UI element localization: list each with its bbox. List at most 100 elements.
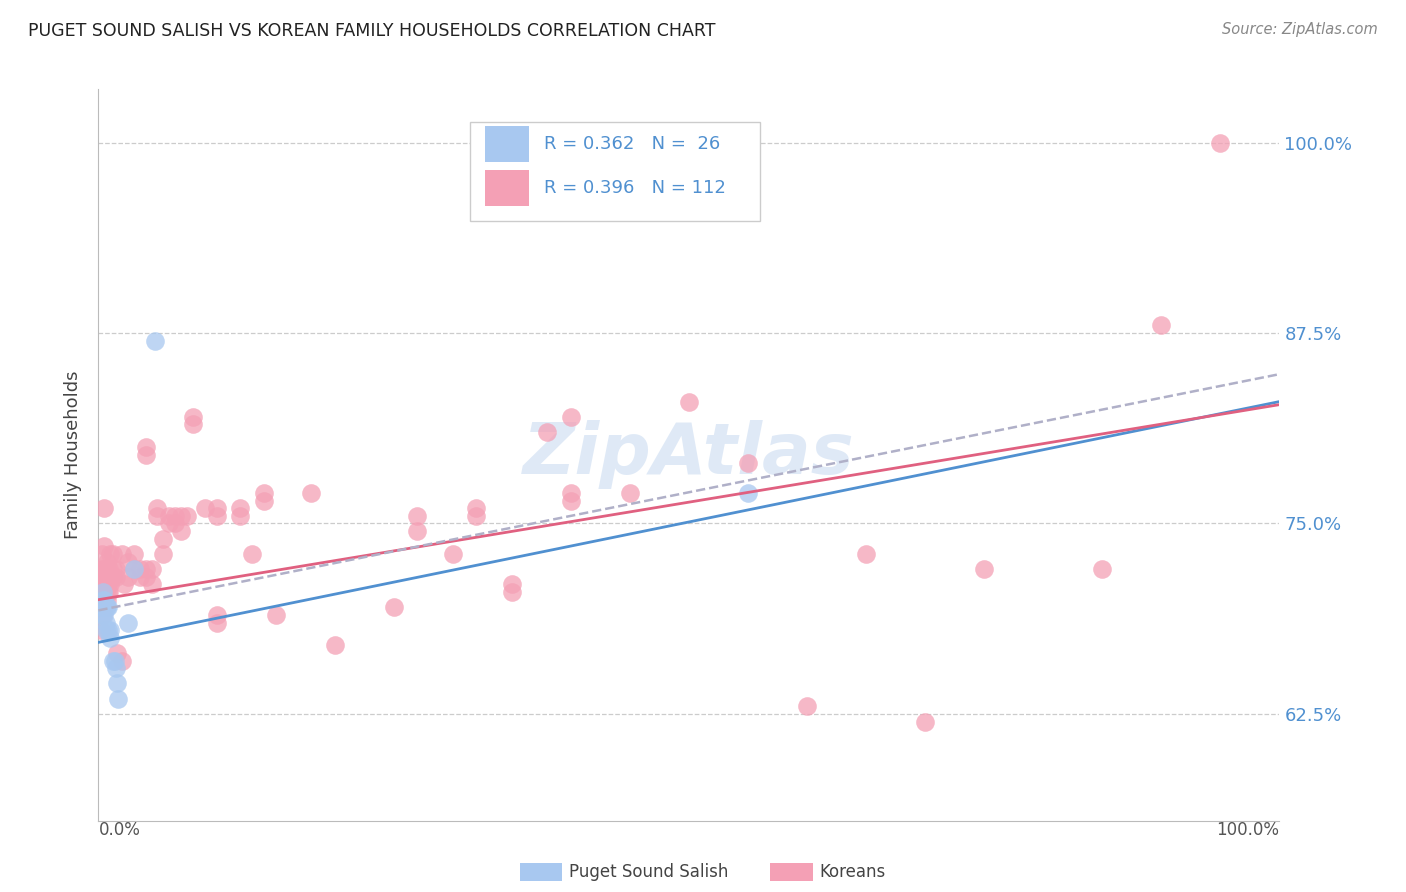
- Point: [253, 486, 276, 500]
- Point: [93, 592, 115, 607]
- Point: [122, 562, 145, 576]
- Point: [135, 440, 157, 454]
- Point: [97, 600, 120, 615]
- Point: [406, 524, 429, 538]
- Text: R = 0.362   N =  26: R = 0.362 N = 26: [544, 135, 720, 153]
- Point: [97, 585, 120, 599]
- Point: [93, 540, 115, 554]
- Point: [97, 623, 120, 637]
- Point: [93, 501, 115, 516]
- Point: [441, 547, 464, 561]
- Point: [97, 570, 120, 584]
- Text: 0.0%: 0.0%: [98, 821, 141, 838]
- Point: [796, 699, 818, 714]
- Point: [91, 607, 114, 622]
- Point: [914, 714, 936, 729]
- Point: [101, 654, 124, 668]
- Point: [94, 615, 117, 630]
- Point: [560, 409, 582, 424]
- Point: [205, 508, 228, 523]
- Point: [501, 577, 523, 591]
- Point: [98, 570, 121, 584]
- Point: [93, 600, 115, 615]
- Point: [91, 562, 114, 576]
- Text: Puget Sound Salish: Puget Sound Salish: [569, 863, 728, 881]
- Point: [135, 562, 157, 576]
- Point: [90, 600, 112, 615]
- FancyBboxPatch shape: [485, 169, 530, 206]
- Point: [98, 562, 121, 576]
- Point: [96, 600, 118, 615]
- Point: [98, 585, 121, 599]
- Point: [194, 501, 217, 516]
- Point: [737, 456, 759, 470]
- Point: [181, 409, 204, 424]
- Point: [1209, 136, 1232, 150]
- Point: [111, 547, 134, 561]
- Point: [170, 524, 193, 538]
- Point: [229, 508, 252, 523]
- Text: Source: ZipAtlas.com: Source: ZipAtlas.com: [1222, 22, 1378, 37]
- Point: [98, 570, 121, 584]
- Point: [152, 547, 174, 561]
- Point: [94, 570, 117, 584]
- Point: [205, 501, 228, 516]
- Point: [737, 486, 759, 500]
- Point: [382, 600, 405, 615]
- Point: [93, 592, 115, 607]
- Point: [465, 501, 488, 516]
- Point: [176, 508, 198, 523]
- Point: [560, 486, 582, 500]
- Point: [94, 600, 117, 615]
- Text: 100.0%: 100.0%: [1216, 821, 1279, 838]
- Point: [94, 623, 117, 637]
- Point: [105, 646, 128, 660]
- Point: [560, 493, 582, 508]
- Point: [536, 425, 558, 439]
- Point: [143, 334, 166, 348]
- Point: [240, 547, 263, 561]
- Text: ZipAtlas: ZipAtlas: [523, 420, 855, 490]
- Y-axis label: Family Households: Family Households: [65, 371, 83, 539]
- Point: [117, 555, 139, 569]
- Point: [96, 592, 118, 607]
- Point: [135, 570, 157, 584]
- Point: [101, 562, 124, 576]
- Text: PUGET SOUND SALISH VS KOREAN FAMILY HOUSEHOLDS CORRELATION CHART: PUGET SOUND SALISH VS KOREAN FAMILY HOUS…: [28, 22, 716, 40]
- Point: [91, 592, 114, 607]
- Point: [105, 562, 128, 576]
- FancyBboxPatch shape: [471, 122, 759, 221]
- Point: [141, 577, 163, 591]
- Point: [91, 547, 114, 561]
- Point: [89, 600, 111, 615]
- Point: [91, 600, 114, 615]
- Point: [264, 607, 287, 622]
- Point: [678, 394, 700, 409]
- Point: [323, 639, 346, 653]
- Point: [105, 570, 128, 584]
- Point: [101, 570, 124, 584]
- Point: [205, 607, 228, 622]
- Text: Koreans: Koreans: [820, 863, 886, 881]
- Point: [101, 547, 124, 561]
- Point: [105, 661, 128, 675]
- Point: [93, 577, 115, 591]
- Point: [855, 547, 877, 561]
- Point: [91, 600, 114, 615]
- Point: [170, 508, 193, 523]
- Point: [1150, 318, 1173, 333]
- Point: [96, 577, 118, 591]
- Point: [91, 577, 114, 591]
- Point: [406, 508, 429, 523]
- Point: [94, 577, 117, 591]
- Text: R = 0.396   N = 112: R = 0.396 N = 112: [544, 179, 725, 197]
- Point: [90, 623, 112, 637]
- Point: [117, 570, 139, 584]
- Point: [93, 607, 115, 622]
- Point: [98, 547, 121, 561]
- Point: [104, 654, 127, 668]
- Point: [135, 448, 157, 462]
- Point: [299, 486, 322, 500]
- Point: [128, 570, 150, 584]
- Point: [107, 691, 129, 706]
